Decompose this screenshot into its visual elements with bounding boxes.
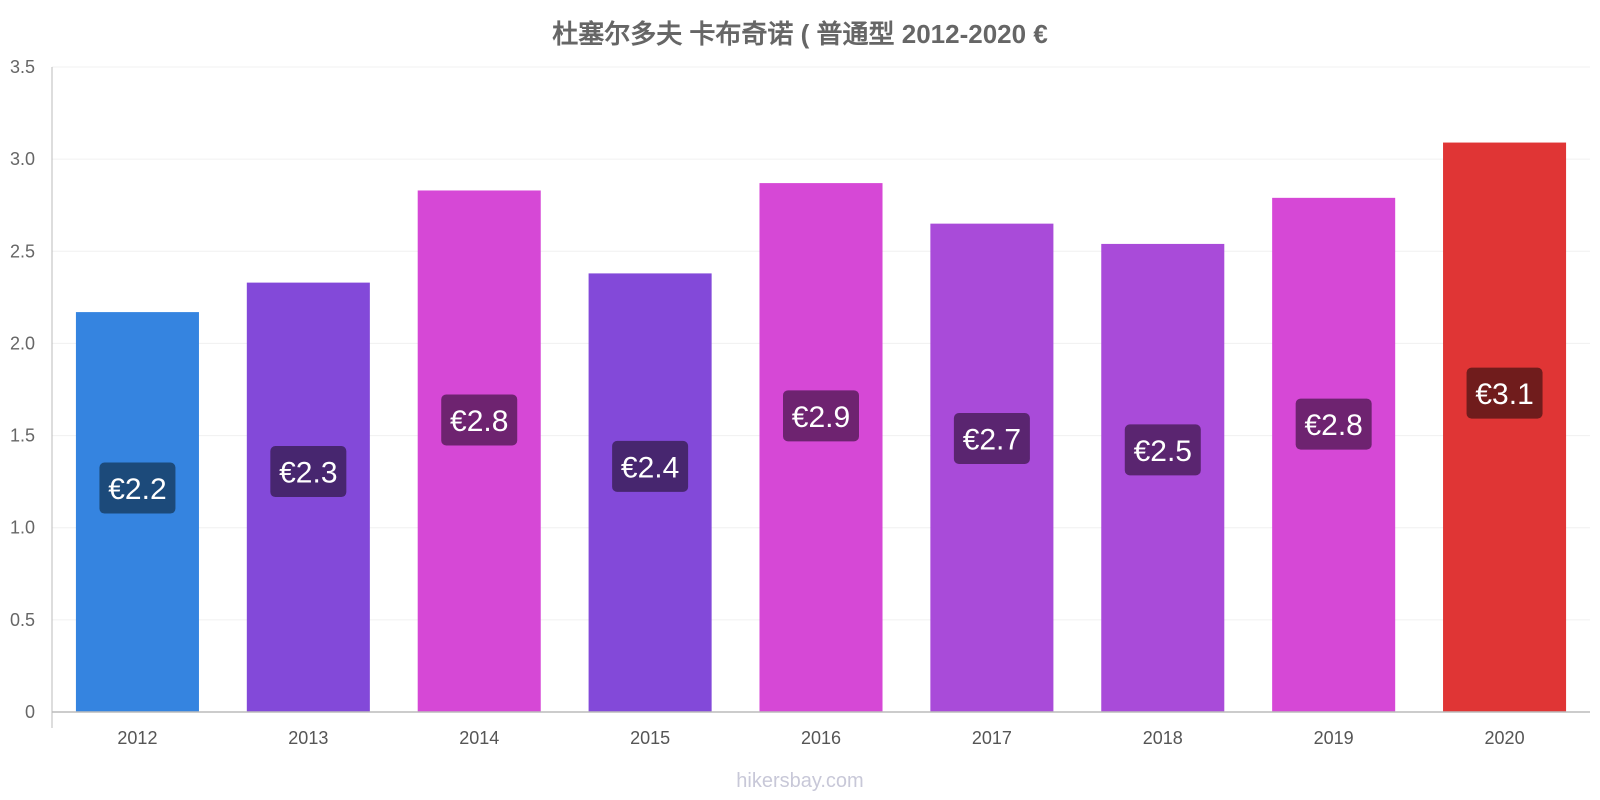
data-label-box xyxy=(612,440,689,492)
bar-2017 xyxy=(930,223,1054,712)
y-tick-label: 2.0 xyxy=(10,333,35,353)
bars: €2.2 €2.3 €2.8 €2.4 €2.9 €2.7 €2.5 €2.8 €3.1 xyxy=(75,142,1567,713)
data-label-box xyxy=(441,394,518,446)
chart-title: 杜塞尔多夫 卡布奇诺 ( 普通型 2012-2020 € xyxy=(552,19,1048,49)
x-tick-label: 2017 xyxy=(972,728,1012,748)
data-label: €2.9 xyxy=(792,401,850,434)
data-label-box xyxy=(783,390,859,442)
x-axis-ticks: 2012 2013 2014 2015 2016 2017 2018 2019 2020 xyxy=(117,728,1524,748)
data-label-box xyxy=(99,462,176,514)
x-tick-label: 2014 xyxy=(459,728,499,748)
x-tick-label: 2013 xyxy=(288,728,328,748)
x-tick-label: 2016 xyxy=(801,728,841,748)
bar-2018 xyxy=(1101,243,1225,712)
bar-2014 xyxy=(417,190,541,712)
data-label-box xyxy=(953,413,1030,465)
y-tick-label: 1.0 xyxy=(10,518,35,538)
x-tick-label: 2018 xyxy=(1143,728,1183,748)
y-tick-label: 2.5 xyxy=(10,241,35,261)
data-label: €2.8 xyxy=(450,405,508,438)
data-label: €2.4 xyxy=(621,451,679,484)
data-label: €2.5 xyxy=(1134,435,1192,468)
data-label: €2.8 xyxy=(1304,409,1362,442)
x-tick-label: 2019 xyxy=(1314,728,1354,748)
data-label-box xyxy=(1295,398,1372,450)
bar-2020 xyxy=(1443,142,1567,713)
data-label: €3.1 xyxy=(1475,378,1533,411)
bar-2019 xyxy=(1272,197,1396,713)
data-label: €2.7 xyxy=(963,424,1021,457)
x-tick-label: 2020 xyxy=(1485,728,1525,748)
bar-2015 xyxy=(588,273,712,712)
y-axis-ticks: 0 0.5 1.0 1.5 2.0 2.5 3.0 3.5 xyxy=(10,57,35,722)
y-tick-label: 0 xyxy=(25,702,35,722)
bar-2013 xyxy=(246,282,370,712)
data-label-box xyxy=(1466,367,1543,419)
data-label: €2.2 xyxy=(108,473,166,506)
y-tick-label: 3.0 xyxy=(10,149,35,169)
y-tick-label: 0.5 xyxy=(10,610,35,630)
data-label-box xyxy=(1124,424,1201,476)
watermark: hikersbay.com xyxy=(736,770,863,792)
x-tick-label: 2012 xyxy=(117,728,157,748)
data-label-box xyxy=(270,446,347,498)
data-label: €2.3 xyxy=(279,457,337,490)
y-tick-label: 3.5 xyxy=(10,57,35,77)
bar-2016 xyxy=(759,183,883,713)
x-tick-label: 2015 xyxy=(630,728,670,748)
y-tick-label: 1.5 xyxy=(10,426,35,446)
